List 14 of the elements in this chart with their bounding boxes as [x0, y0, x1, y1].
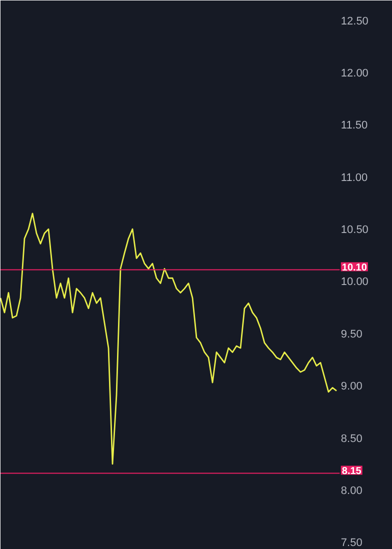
y-tick-label: 10.00	[340, 276, 368, 288]
y-tick-label: 7.50	[340, 537, 362, 549]
y-tick-label: 12.50	[340, 15, 368, 28]
y-tick-label: 11.50	[340, 120, 368, 132]
y-tick-label: 11.00	[340, 172, 368, 184]
y-tick-label: 9.50	[340, 328, 362, 340]
y-tick-label: 10.50	[340, 224, 368, 236]
ref-line-label: 8.15	[342, 466, 362, 477]
y-tick-label: 12.00	[340, 67, 368, 80]
y-tick-label: 9.00	[340, 380, 362, 393]
y-tick-label: 8.00	[340, 484, 362, 497]
ref-line-label: 10.10	[342, 262, 368, 274]
y-tick-label: 8.50	[340, 432, 362, 445]
line-series	[0, 212, 338, 465]
